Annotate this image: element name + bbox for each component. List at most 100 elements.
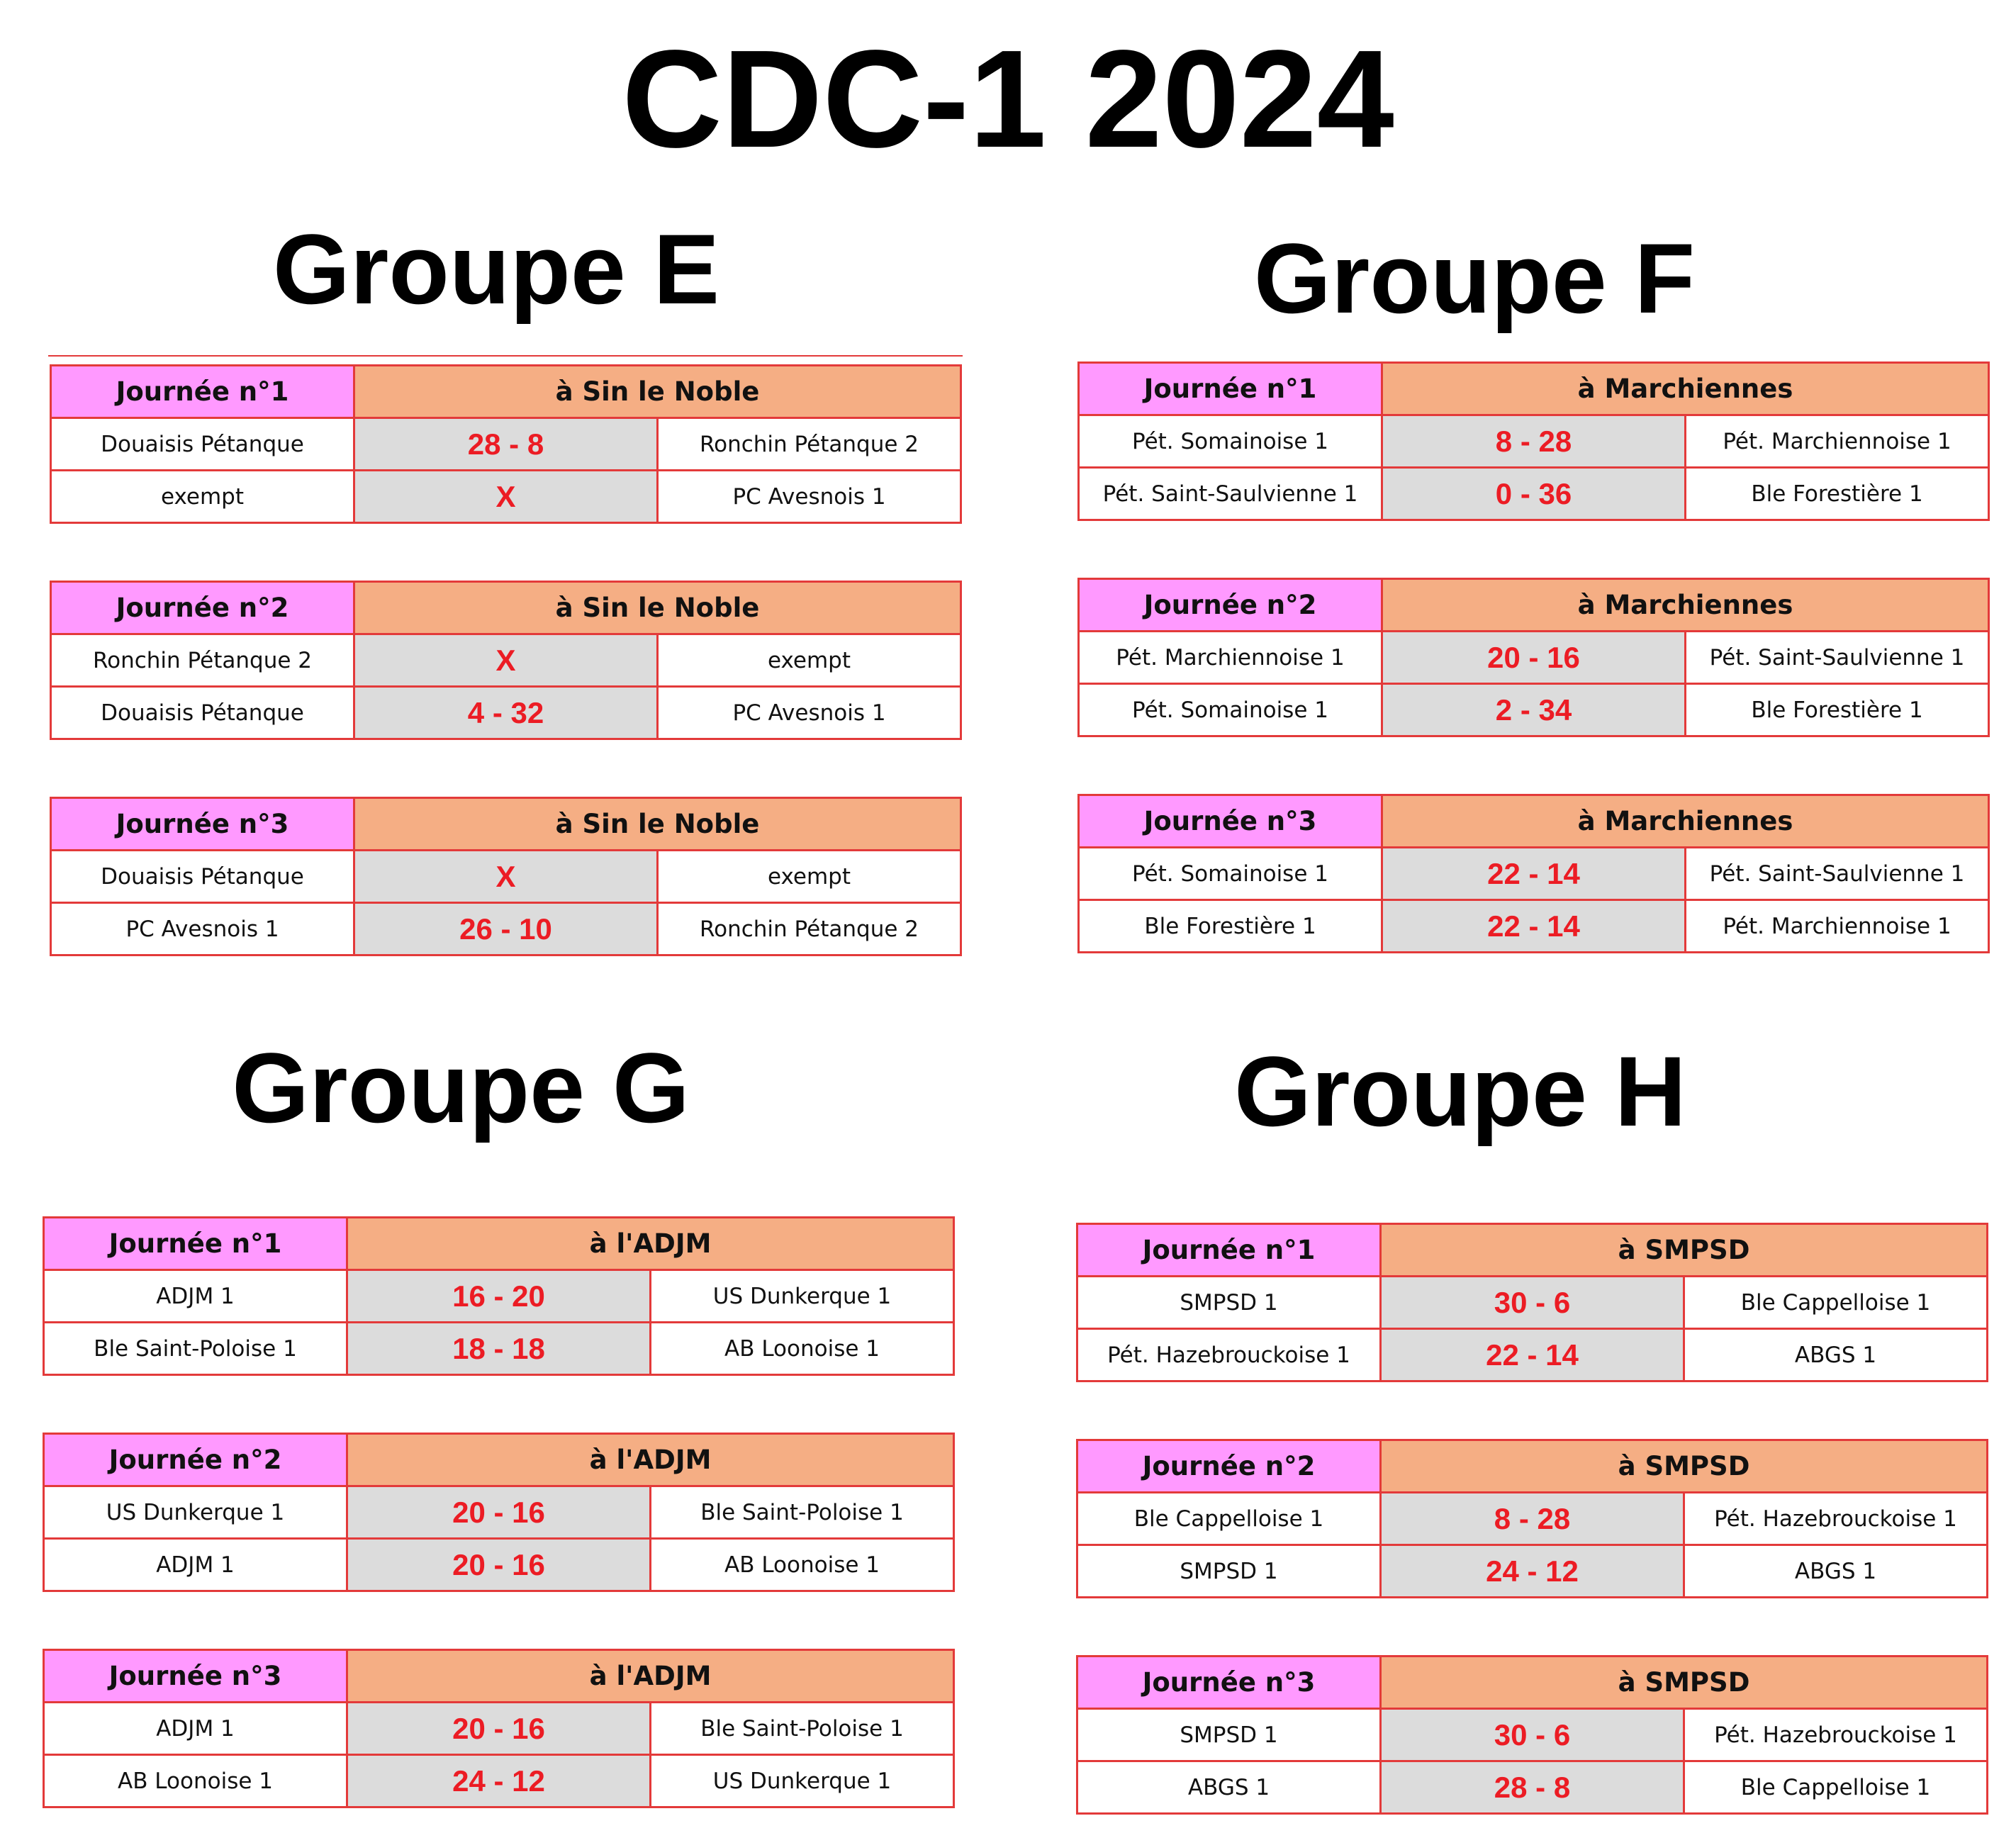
round-venue: à Sin le Noble [353,581,962,635]
round-venue: à l'ADJM [345,1649,956,1703]
match-score: 2 - 34 [1381,683,1686,737]
round-venue: à l'ADJM [345,1216,956,1271]
round-table-f-3: Journée n°3 à Marchiennes Pét. Somainois… [1077,794,1990,953]
match-score: 8 - 28 [1379,1491,1685,1546]
round-venue: à SMPSD [1379,1439,1989,1493]
round-day: Journée n°3 [1077,794,1383,848]
page-title: CDC-1 2024 [622,21,1394,176]
round-venue: à SMPSD [1379,1655,1989,1710]
home-team: US Dunkerque 1 [43,1485,348,1540]
match-row: ADJM 1 20 - 16 Ble Saint-Poloise 1 [43,1701,956,1756]
match-row: Douaisis Pétanque 4 - 32 PC Avesnois 1 [50,685,962,740]
match-row: ADJM 1 16 - 20 US Dunkerque 1 [43,1269,956,1323]
group-title-g: Groupe G [232,1032,690,1143]
round-day: Journée n°1 [43,1216,348,1271]
round-day: Journée n°2 [50,581,355,635]
away-team: US Dunkerque 1 [649,1754,956,1808]
round-day: Journée n°2 [1076,1439,1382,1493]
round-table-e-2: Journée n°2 à Sin le Noble Ronchin Pétan… [50,581,962,740]
match-score: 22 - 14 [1381,846,1686,901]
round-table-e-3: Journée n°3 à Sin le Noble Douaisis Péta… [50,797,962,956]
home-team: Ble Saint-Poloise 1 [43,1321,348,1376]
round-venue: à l'ADJM [345,1433,956,1487]
match-score: 30 - 6 [1379,1708,1685,1762]
round-venue: à SMPSD [1379,1223,1989,1277]
match-row: AB Loonoise 1 24 - 12 US Dunkerque 1 [43,1754,956,1808]
match-score: X [353,633,659,688]
match-row: Ronchin Pétanque 2 X exempt [50,633,962,688]
match-score: 0 - 36 [1381,466,1686,521]
home-team: Douaisis Pétanque [50,849,355,904]
match-row: Pét. Somainoise 1 8 - 28 Pét. Marchienno… [1077,414,1990,469]
round-table-g-3: Journée n°3 à l'ADJM ADJM 1 20 - 16 Ble … [43,1649,956,1808]
home-team: ADJM 1 [43,1537,348,1592]
match-row: Pét. Somainoise 1 2 - 34 Ble Forestière … [1077,683,1990,737]
match-row: Ble Forestière 1 22 - 14 Pét. Marchienno… [1077,899,1990,953]
home-team: SMPSD 1 [1076,1544,1382,1598]
round-venue: à Sin le Noble [353,797,962,851]
home-team: Pét. Somainoise 1 [1077,683,1383,737]
round-venue: à Marchiennes [1380,361,1990,416]
match-score: 4 - 32 [353,685,659,740]
round-day: Journée n°3 [1076,1655,1382,1710]
match-score: 22 - 14 [1379,1328,1685,1382]
round-table-h-2: Journée n°2 à SMPSD Ble Cappelloise 1 8 … [1076,1439,1989,1598]
away-team: Ronchin Pétanque 2 [656,417,962,471]
away-team: exempt [656,849,962,904]
match-row: Ble Cappelloise 1 8 - 28 Pét. Hazebrouck… [1076,1491,1989,1546]
round-venue: à Sin le Noble [353,364,962,419]
match-row: SMPSD 1 30 - 6 Ble Cappelloise 1 [1076,1275,1989,1330]
away-team: Ble Saint-Poloise 1 [649,1485,956,1540]
match-score: X [353,849,659,904]
divider-line [48,355,963,357]
match-score: 24 - 12 [346,1754,651,1808]
match-row: Douaisis Pétanque X exempt [50,849,962,904]
away-team: Pét. Marchiennoise 1 [1684,899,1990,953]
round-venue: à Marchiennes [1380,578,1990,632]
away-team: Ble Forestière 1 [1684,683,1990,737]
match-row: Pét. Saint-Saulvienne 1 0 - 36 Ble Fores… [1077,466,1990,521]
match-row: exempt X PC Avesnois 1 [50,469,962,524]
match-score: X [353,469,659,524]
match-score: 20 - 16 [346,1485,651,1540]
round-table-g-1: Journée n°1 à l'ADJM ADJM 1 16 - 20 US D… [43,1216,956,1376]
round-table-e-1: Journée n°1 à Sin le Noble Douaisis Péta… [50,364,962,524]
away-team: PC Avesnois 1 [656,469,962,524]
match-row: Pét. Somainoise 1 22 - 14 Pét. Saint-Sau… [1077,846,1990,901]
match-score: 22 - 14 [1381,899,1686,953]
match-score: 16 - 20 [346,1269,651,1323]
match-row: Ble Saint-Poloise 1 18 - 18 AB Loonoise … [43,1321,956,1376]
away-team: exempt [656,633,962,688]
away-team: US Dunkerque 1 [649,1269,956,1323]
away-team: Ble Saint-Poloise 1 [649,1701,956,1756]
match-score: 8 - 28 [1381,414,1686,469]
match-score: 28 - 8 [1379,1760,1685,1815]
away-team: AB Loonoise 1 [649,1321,956,1376]
home-team: Pét. Hazebrouckoise 1 [1076,1328,1382,1382]
match-row: SMPSD 1 24 - 12 ABGS 1 [1076,1544,1989,1598]
home-team: Pét. Somainoise 1 [1077,414,1383,469]
match-row: US Dunkerque 1 20 - 16 Ble Saint-Poloise… [43,1485,956,1540]
match-score: 20 - 16 [1381,630,1686,685]
round-day: Journée n°2 [1077,578,1383,632]
round-table-h-3: Journée n°3 à SMPSD SMPSD 1 30 - 6 Pét. … [1076,1655,1989,1815]
match-row: Douaisis Pétanque 28 - 8 Ronchin Pétanqu… [50,417,962,471]
away-team: Pét. Hazebrouckoise 1 [1682,1491,1989,1546]
round-table-f-1: Journée n°1 à Marchiennes Pét. Somainois… [1077,361,1990,521]
round-day: Journée n°1 [1077,361,1383,416]
home-team: ABGS 1 [1076,1760,1382,1815]
away-team: ABGS 1 [1682,1328,1989,1382]
match-score: 26 - 10 [353,902,659,956]
match-score: 30 - 6 [1379,1275,1685,1330]
match-score: 28 - 8 [353,417,659,471]
away-team: PC Avesnois 1 [656,685,962,740]
round-day: Journée n°1 [1076,1223,1382,1277]
match-row: ADJM 1 20 - 16 AB Loonoise 1 [43,1537,956,1592]
home-team: Douaisis Pétanque [50,417,355,471]
home-team: ADJM 1 [43,1269,348,1323]
group-title-h: Groupe H [1234,1036,1686,1147]
home-team: Pét. Marchiennoise 1 [1077,630,1383,685]
home-team: SMPSD 1 [1076,1275,1382,1330]
round-venue: à Marchiennes [1380,794,1990,848]
away-team: Ble Cappelloise 1 [1682,1275,1989,1330]
